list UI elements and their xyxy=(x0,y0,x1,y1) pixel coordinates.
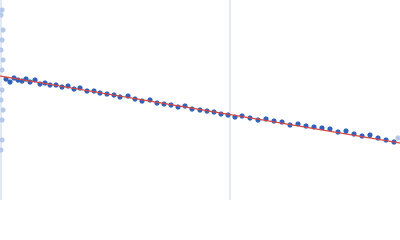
data-point xyxy=(367,132,373,138)
data-point xyxy=(0,147,4,153)
data-point xyxy=(0,137,5,143)
data-point xyxy=(0,87,5,93)
data-point xyxy=(0,27,6,33)
data-point xyxy=(0,107,6,113)
data-point xyxy=(0,37,5,43)
data-point xyxy=(0,57,6,63)
data-point xyxy=(327,126,333,132)
chart xyxy=(0,0,400,200)
data-point xyxy=(0,47,4,53)
fit-line xyxy=(0,75,400,144)
data-point xyxy=(0,97,4,103)
data-point xyxy=(0,117,5,123)
data-point xyxy=(0,7,5,13)
data-point xyxy=(395,135,400,141)
data-point xyxy=(343,128,349,134)
data-point xyxy=(7,79,13,85)
data-point xyxy=(0,67,5,73)
data-point xyxy=(0,12,4,18)
